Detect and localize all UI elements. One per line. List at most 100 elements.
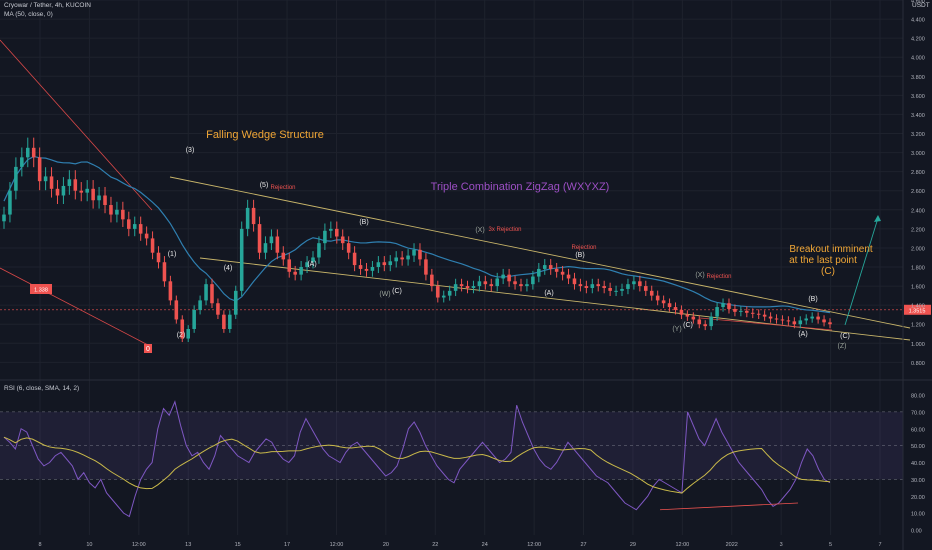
time-tick-label: 12:00 xyxy=(675,542,689,548)
annotation-falling-wedge: Falling Wedge Structure xyxy=(206,129,324,141)
candle-body xyxy=(163,262,167,281)
currency-label: USDT xyxy=(912,2,930,9)
candle-body xyxy=(127,219,131,229)
candle-body xyxy=(822,319,826,322)
candle-body xyxy=(828,322,832,324)
candle-body xyxy=(733,309,737,312)
wave-label: (2) xyxy=(177,332,186,339)
wave-label: (Z) xyxy=(838,343,847,350)
candle-body xyxy=(264,243,268,253)
candle-body xyxy=(793,321,797,324)
candle-body xyxy=(14,167,18,191)
rejection-label: Rejection xyxy=(270,185,295,191)
candle-body xyxy=(501,275,505,279)
candle-body xyxy=(412,250,416,256)
price-tick-label: 2.600 xyxy=(911,189,925,195)
candle-body xyxy=(2,215,6,222)
price-tick-label: 1.200 xyxy=(911,323,925,329)
time-tick-label: 20 xyxy=(383,542,389,548)
candle-body xyxy=(371,267,375,271)
price-tick-label: 3.200 xyxy=(911,132,925,138)
candle-body xyxy=(97,195,101,200)
candle-body xyxy=(20,157,24,167)
candle-body xyxy=(555,269,559,272)
time-tick-label: 29 xyxy=(630,542,636,548)
candle-body xyxy=(293,272,297,275)
candle-body xyxy=(270,236,274,243)
candle-body xyxy=(400,257,404,259)
candle-body xyxy=(537,269,541,277)
candle-body xyxy=(210,284,214,303)
candle-body xyxy=(579,284,583,286)
candle-body xyxy=(204,284,208,300)
price-tick-label: 1.600 xyxy=(911,285,925,291)
time-tick-label: 8 xyxy=(38,542,41,548)
candle-body xyxy=(234,291,238,315)
candle-body xyxy=(531,277,535,285)
candle-body xyxy=(32,148,36,158)
candle-body xyxy=(484,281,488,284)
price-tick-label: 2.000 xyxy=(911,246,925,252)
wave-label: (W) xyxy=(379,291,390,298)
candle-body xyxy=(727,303,731,309)
wave-label: (A) xyxy=(307,261,316,268)
candle-body xyxy=(56,189,60,196)
rsi-tick-label: 60.00 xyxy=(911,427,925,433)
candle-body xyxy=(543,265,547,269)
time-tick-label: 24 xyxy=(482,542,488,548)
candle-body xyxy=(282,253,286,260)
candle-body xyxy=(276,236,280,252)
ma-legend: MA (50, close, 0) xyxy=(4,11,53,18)
candle-body xyxy=(79,191,83,193)
candle-body xyxy=(109,205,113,215)
price-tick-label: 2.200 xyxy=(911,227,925,233)
candle-body xyxy=(68,179,72,186)
wave-label: (4) xyxy=(224,265,233,272)
wave-label: (3) xyxy=(186,147,195,154)
candle-body xyxy=(591,284,595,288)
wave-label: (B) xyxy=(575,252,584,259)
candle-body xyxy=(751,313,755,314)
candle-body xyxy=(133,224,137,229)
wave-label: (X) xyxy=(695,272,704,279)
time-tick-label: 13 xyxy=(185,542,191,548)
candle-body xyxy=(353,253,357,265)
candle-body xyxy=(430,275,434,286)
candle-body xyxy=(91,189,95,200)
rsi-tick-label: 10.00 xyxy=(911,512,925,518)
candle-body xyxy=(472,286,476,288)
candle-body xyxy=(365,269,369,271)
candle-body xyxy=(406,256,410,260)
candle-body xyxy=(62,186,66,196)
candles xyxy=(2,138,832,342)
candle-body xyxy=(216,303,220,314)
time-tick-label: 22 xyxy=(432,542,438,548)
candle-body xyxy=(602,286,606,288)
wave-label: (X) xyxy=(475,227,484,234)
annotation-breakout-line-3: (C) xyxy=(821,266,835,277)
rsi-tick-label: 30.00 xyxy=(911,478,925,484)
candle-body xyxy=(329,229,333,231)
candle-body xyxy=(513,281,517,284)
candle-body xyxy=(745,311,749,313)
candle-body xyxy=(115,210,119,215)
candle-body xyxy=(26,148,30,158)
candle-body xyxy=(614,291,618,292)
candle-body xyxy=(323,231,327,243)
candle-body xyxy=(644,286,648,291)
candle-body xyxy=(240,229,244,291)
wave-label: (B) xyxy=(359,219,368,226)
candle-body xyxy=(490,284,494,286)
candle-body xyxy=(632,281,636,284)
candle-body xyxy=(169,281,173,300)
candle-body xyxy=(769,317,773,319)
candle-body xyxy=(763,315,767,317)
candle-body xyxy=(662,300,666,303)
time-tick-label: 27 xyxy=(580,542,586,548)
candle-body xyxy=(442,296,446,298)
wave-label: (C) xyxy=(683,322,693,329)
time-tick-label: 10 xyxy=(86,542,92,548)
candle-body xyxy=(121,210,125,220)
price-tick-label: 3.000 xyxy=(911,151,925,157)
